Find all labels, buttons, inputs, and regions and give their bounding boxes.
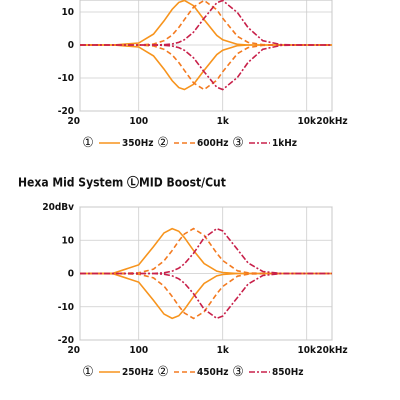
legend-marker: ② bbox=[157, 364, 168, 380]
x-tick-label: 100 bbox=[129, 116, 148, 127]
eq-curve bbox=[80, 44, 332, 91]
legend-marker: ③ bbox=[232, 364, 243, 380]
y-tick-label: -10 bbox=[58, 302, 74, 313]
x-tick-label: 20 bbox=[67, 116, 80, 127]
eq-curve bbox=[80, 272, 332, 320]
y-tick-label: -10 bbox=[58, 73, 74, 84]
plot-lines bbox=[80, 0, 332, 91]
eq-curve bbox=[80, 227, 332, 275]
eq-curve bbox=[80, 227, 332, 275]
x-tick-label: 20kHz bbox=[316, 116, 347, 127]
y-tick-label: -20 bbox=[58, 335, 74, 346]
legend-marker: ① bbox=[82, 364, 93, 380]
x-tick-label: 1k bbox=[217, 345, 230, 356]
legend-label: 600Hz bbox=[197, 138, 229, 149]
y-tick-label: 0 bbox=[68, 40, 74, 51]
eq-curve bbox=[80, 44, 332, 91]
x-tick-label: 10k bbox=[297, 345, 317, 356]
x-tick-label: 20 bbox=[67, 345, 80, 356]
legend-label: 850Hz bbox=[272, 367, 304, 378]
x-tick-label: 1k bbox=[217, 116, 230, 127]
y-tick-label: 0 bbox=[68, 269, 74, 280]
y-tick-label: 10 bbox=[61, 235, 74, 246]
eq-curve bbox=[80, 0, 332, 46]
eq-curve bbox=[80, 272, 332, 320]
y-tick-label: 20dBv bbox=[42, 202, 74, 213]
chart-title: Hexa Mid System ⓁMID Boost/Cut bbox=[18, 175, 226, 190]
y-tick-label: 10 bbox=[61, 7, 74, 18]
plot-lines bbox=[80, 227, 332, 320]
x-tick-label: 100 bbox=[129, 345, 148, 356]
legend-marker: ① bbox=[82, 135, 93, 151]
legend-label: 350Hz bbox=[122, 138, 154, 149]
legend-label: 250Hz bbox=[122, 367, 154, 378]
eq-curve bbox=[80, 0, 332, 46]
eq-curve bbox=[80, 272, 332, 320]
y-tick-label: -20 bbox=[58, 106, 74, 117]
legend-label: 450Hz bbox=[197, 367, 229, 378]
legend-marker: ② bbox=[157, 135, 168, 151]
legend-label: 1kHz bbox=[272, 138, 297, 149]
legend-marker: ③ bbox=[232, 135, 243, 151]
x-tick-label: 10k bbox=[297, 116, 317, 127]
eq-curve bbox=[80, 227, 332, 275]
x-tick-label: 20kHz bbox=[316, 345, 347, 356]
